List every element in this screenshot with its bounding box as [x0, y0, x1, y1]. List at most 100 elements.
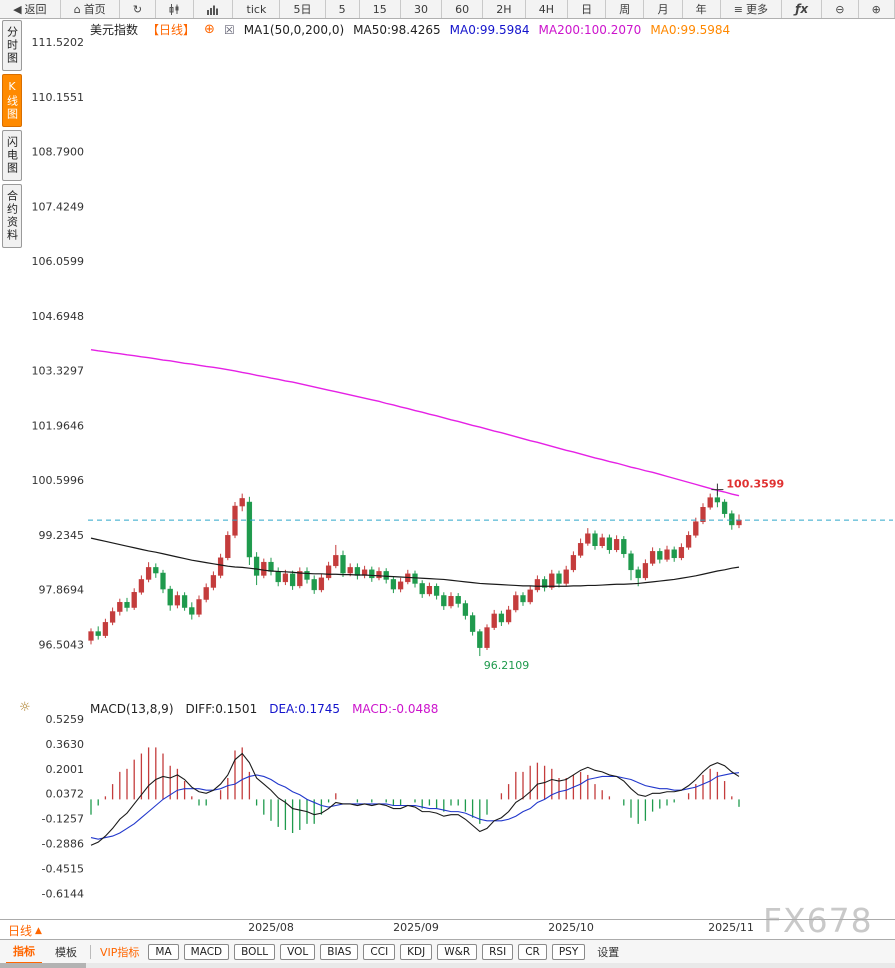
svg-text:-0.6144: -0.6144 [42, 887, 84, 900]
sidebar-tab-闪电图[interactable]: 闪电图 [1, 130, 22, 181]
horizontal-scrollbar[interactable] [0, 963, 895, 968]
period-dropdown-button[interactable]: 日线 ▲ [8, 922, 42, 939]
indicator-button-ma[interactable]: MA [148, 943, 179, 960]
indicator-button-cr[interactable]: CR [518, 943, 547, 960]
toolbar-15-button[interactable]: 15 [360, 0, 401, 18]
sidebar-tab-分时图[interactable]: 分时图 [1, 20, 22, 71]
sidebar-tab-合约资料[interactable]: 合约资料 [1, 184, 22, 248]
toolbar-周-button[interactable]: 周 [606, 0, 645, 18]
kline-chart-icon [169, 3, 180, 15]
ma0-value-blue: MA0:99.5984 [449, 22, 530, 37]
toolbar-首页-button[interactable]: ⌂ 首页 [61, 0, 120, 18]
svg-text:106.0599: 106.0599 [32, 255, 85, 268]
toolbar-label: tick [246, 2, 267, 16]
svg-text:104.6948: 104.6948 [32, 310, 85, 323]
indicator-button-w&r[interactable]: W&R [437, 943, 478, 960]
toolbar-label: 返回 [24, 3, 47, 16]
toolbar-label: 5日 [293, 3, 312, 16]
svg-text:110.1551: 110.1551 [32, 91, 85, 104]
remove-indicator-icon[interactable]: ☒ [223, 22, 235, 37]
svg-text:107.4249: 107.4249 [32, 200, 85, 213]
refresh-icon: ↻ [132, 2, 143, 16]
svg-text:0.0372: 0.0372 [46, 788, 85, 801]
svg-text:96.2109: 96.2109 [484, 659, 530, 672]
ma-params-label: MA1(50,0,200,0) [243, 22, 345, 37]
symbol-name: 美元指数 [90, 23, 139, 37]
toolbar-5日-button[interactable]: 5日 [280, 0, 326, 18]
back-icon: ◀ [13, 2, 22, 16]
toolbar-30-button[interactable]: 30 [401, 0, 443, 18]
toolbar-更多-button[interactable]: ≡ 更多 [721, 0, 783, 18]
svg-text:111.5202: 111.5202 [32, 36, 85, 49]
home-icon: ⌂ [73, 2, 81, 16]
toolbar-label: 周 [619, 3, 631, 16]
fx-icon: ƒx [795, 2, 809, 16]
settings-button[interactable]: 设置 [597, 945, 620, 959]
svg-text:99.2345: 99.2345 [39, 529, 85, 542]
vip-indicators-button[interactable]: VIP指标 [100, 945, 140, 959]
svg-text:101.9646: 101.9646 [32, 419, 85, 432]
svg-text:100.3599: 100.3599 [726, 478, 784, 491]
svg-text:-0.4515: -0.4515 [42, 862, 84, 875]
toolbar-kline-chart-button[interactable] [156, 0, 195, 18]
ma50-value: MA50:98.4265 [353, 22, 441, 37]
toolbar-label: 日 [581, 3, 593, 16]
toolbar-zoom-out-button[interactable]: ⊖ [822, 0, 859, 18]
tab-templates[interactable]: 模板 [55, 945, 77, 959]
chart-legend: 美元指数 【日线】 ⊕ ☒ MA1(50,0,200,0) MA50:98.42… [90, 21, 730, 38]
menu-icon: ≡ [733, 2, 743, 16]
add-indicator-icon[interactable]: ⊕ [204, 22, 215, 37]
toolbar-label: 60 [455, 2, 470, 16]
period-label: 日线 [8, 924, 33, 938]
sun-icon[interactable]: ☼ [19, 700, 31, 715]
ma200-value: MA200:100.2070 [538, 22, 642, 37]
scrollbar-thumb[interactable] [0, 963, 86, 968]
svg-text:97.8694: 97.8694 [39, 584, 85, 597]
svg-text:2025/10: 2025/10 [548, 921, 594, 934]
toolbar-4H-button[interactable]: 4H [526, 0, 569, 18]
chevron-up-icon: ▲ [35, 925, 42, 936]
toolbar-volume-chart-button[interactable] [194, 0, 234, 18]
toolbar-label: 4H [538, 2, 554, 16]
zoom-in-icon: ⊕ [871, 2, 881, 16]
svg-text:2025/08: 2025/08 [248, 921, 294, 934]
toolbar-zoom-in-button[interactable]: ⊕ [859, 0, 895, 18]
toolbar-年-button[interactable]: 年 [683, 0, 721, 18]
toolbar-2H-button[interactable]: 2H [483, 0, 526, 18]
divider [0, 939, 895, 940]
indicator-button-boll[interactable]: BOLL [234, 943, 276, 960]
tab-indicators[interactable]: 指标 [6, 940, 42, 964]
toolbar-label: 2H [496, 2, 512, 16]
indicator-button-kdj[interactable]: KDJ [400, 943, 433, 960]
svg-text:103.3297: 103.3297 [32, 365, 85, 378]
svg-text:96.5043: 96.5043 [39, 638, 85, 651]
bottom-toolbar: 指标 模板 VIP指标 MA MACD BOLL VOL BIAS CCI KDJ W&R RS… [0, 940, 895, 964]
indicator-button-cci[interactable]: CCI [363, 943, 396, 960]
toolbar-label: 5 [338, 2, 346, 16]
zoom-out-icon: ⊖ [835, 2, 845, 16]
indicator-button-vol[interactable]: VOL [280, 943, 316, 960]
toolbar-月-button[interactable]: 月 [644, 0, 683, 18]
divider [0, 919, 895, 920]
toolbar-fx-button[interactable]: ƒx [782, 0, 823, 18]
svg-text:0.5259: 0.5259 [46, 713, 85, 726]
diff-value: DIFF:0.1501 [185, 702, 258, 716]
indicator-button-macd[interactable]: MACD [183, 943, 230, 960]
indicator-button-psy[interactable]: PSY [551, 943, 586, 960]
dea-value: DEA:0.1745 [269, 702, 341, 716]
indicator-button-bias[interactable]: BIAS [320, 943, 359, 960]
sidebar-tab-K线图[interactable]: K线图 [1, 74, 22, 127]
toolbar-返回-button[interactable]: ◀ 返回 [0, 0, 61, 18]
toolbar-tick-button[interactable]: tick [233, 0, 281, 18]
toolbar-label: 15 [372, 2, 387, 16]
toolbar-60-button[interactable]: 60 [442, 0, 484, 18]
toolbar-refresh-button[interactable]: ↻ [120, 0, 157, 18]
toolbar-5-button[interactable]: 5 [326, 0, 360, 18]
left-sidebar: 分时图 K线图闪电图合约资料 [1, 20, 22, 248]
indicator-button-rsi[interactable]: RSI [482, 943, 514, 960]
toolbar-日-button[interactable]: 日 [568, 0, 607, 18]
svg-text:0.2001: 0.2001 [46, 763, 85, 776]
watermark: FX678 [763, 901, 873, 940]
